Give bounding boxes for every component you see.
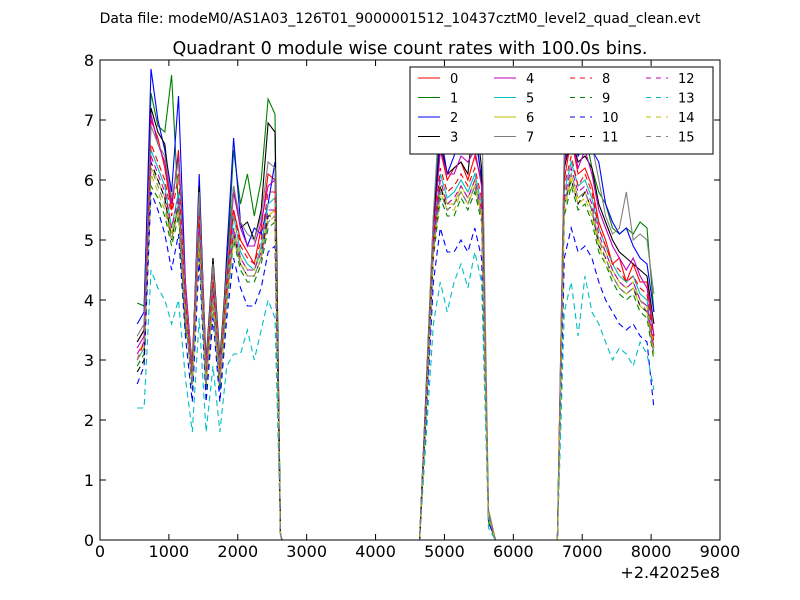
series-layer (136, 68, 655, 540)
x-tick-label: 2000 (217, 542, 258, 561)
legend-label-10: 10 (602, 111, 619, 126)
y-tick-label: 3 (84, 351, 94, 370)
chart-title: Quadrant 0 module wise count rates with … (173, 39, 648, 59)
series-line-15 (136, 167, 655, 540)
legend-label-4: 4 (526, 72, 534, 87)
series-line-5 (136, 149, 655, 540)
legend-label-9: 9 (602, 92, 610, 107)
legend-label-11: 11 (602, 131, 619, 146)
series-line-10 (136, 191, 655, 540)
x-tick-label: 7000 (562, 542, 603, 561)
x-tick-label: 9000 (700, 542, 741, 561)
legend-label-0: 0 (450, 72, 458, 87)
legend-label-13: 13 (678, 92, 695, 107)
y-tick-label: 5 (84, 231, 94, 250)
legend-label-5: 5 (526, 92, 534, 107)
y-tick-label: 4 (84, 291, 94, 310)
x-tick-label: 0 (95, 542, 105, 561)
legend-label-7: 7 (526, 131, 534, 146)
x-offset-label: +2.42025e8 (620, 563, 720, 582)
series-line-14 (136, 173, 655, 540)
series-line-9 (136, 183, 655, 540)
legend-label-15: 15 (678, 131, 695, 146)
x-tick-label: 1000 (149, 542, 190, 561)
y-tick-label: 1 (84, 471, 94, 490)
x-tick-label: 5000 (424, 542, 465, 561)
series-line-12 (136, 155, 655, 540)
x-tick-label: 6000 (493, 542, 534, 561)
series-line-13 (137, 251, 655, 540)
legend-label-3: 3 (450, 131, 458, 146)
x-tick-label: 4000 (355, 542, 396, 561)
y-tick-label: 2 (84, 411, 94, 430)
series-line-8 (136, 143, 655, 540)
y-tick-label: 0 (84, 531, 94, 550)
series-line-11 (136, 161, 655, 540)
legend-label-2: 2 (450, 111, 458, 126)
suptitle: Data file: modeM0/AS1A03_126T01_90000015… (100, 11, 701, 27)
legend-box (409, 66, 714, 155)
x-tick-label: 8000 (631, 542, 672, 561)
y-tick-label: 8 (84, 51, 94, 70)
y-tick-label: 6 (84, 171, 94, 190)
x-tick-label: 3000 (286, 542, 327, 561)
series-line-0 (136, 119, 655, 540)
legend-label-8: 8 (602, 72, 610, 87)
ticks-layer: 0 1000 2000 3000 4000 5000 6000 7000 8000 9000012… (84, 51, 741, 561)
legend-label-6: 6 (526, 111, 534, 126)
y-tick-label: 7 (84, 111, 94, 130)
series-line-6 (136, 166, 655, 540)
legend-label-1: 1 (450, 92, 458, 107)
legend-label-12: 12 (678, 72, 695, 87)
legend-label-14: 14 (678, 111, 695, 126)
